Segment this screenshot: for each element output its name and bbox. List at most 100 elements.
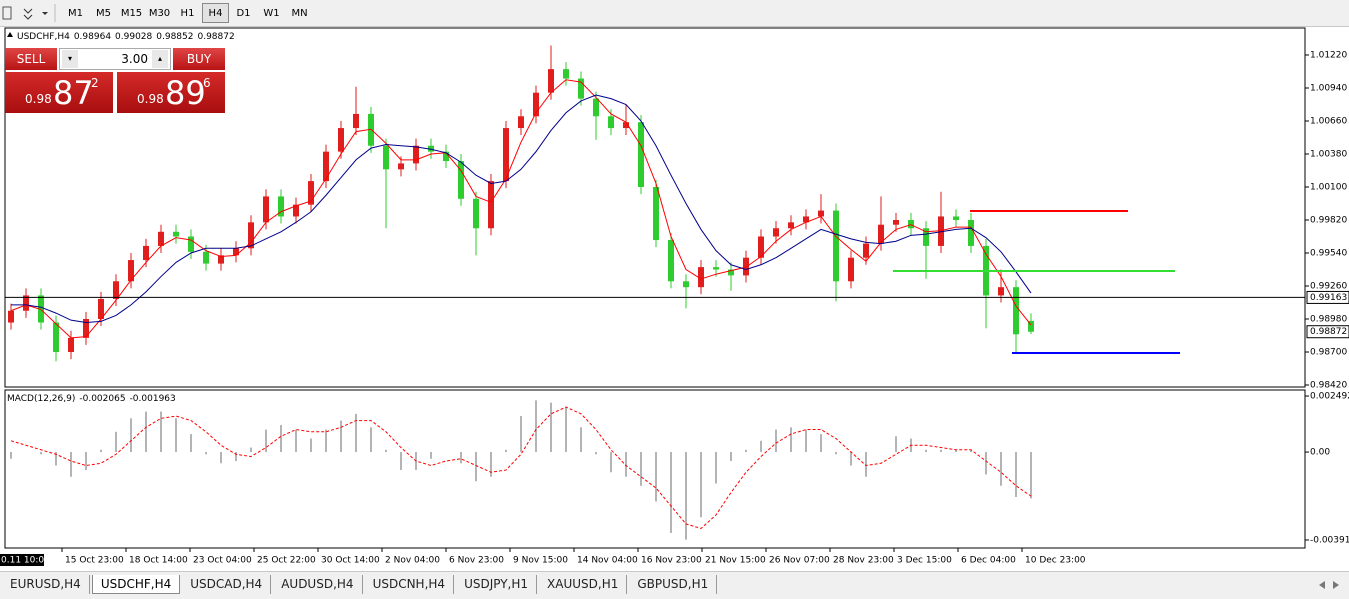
candle-body [1028,320,1034,332]
y-tick-label: 0.98980 [1310,314,1347,324]
candle-body [698,267,704,288]
symbol-arrow [7,32,13,37]
time-label: 18 Oct 14:00 [129,556,188,566]
price-label: 0.98872 [1310,327,1347,337]
time-label: 2 Nov 04:00 [385,556,440,566]
chart-tab[interactable]: AUDUSD,H4 [273,575,363,594]
candle-body [608,116,614,129]
candle-body [923,228,929,246]
lots-input[interactable]: ▾ 3.00 ▴ [59,48,171,70]
candle-body [398,163,404,170]
chart-tab[interactable]: EURUSD,H4 [2,575,90,594]
tab-scroll[interactable] [1309,572,1349,598]
timeframe-button[interactable]: M15 [120,8,143,19]
timeframe-button[interactable]: H4 [202,3,229,23]
candle-body [473,198,479,229]
y-tick-label: 1.00660 [1310,116,1347,126]
ohlc-value: 0.99028 [115,32,152,42]
candle-body [803,216,809,223]
candle-body [248,222,254,249]
candle-body [593,98,599,117]
candle-body [668,240,674,282]
time-label: 16 Nov 23:00 [641,556,702,566]
candle-body [863,243,869,258]
one-click-trading: SELL ▾ 3.00 ▴ BUY 0.98 87 2 0.98 89 6 [5,48,225,113]
y-tick-label: 0.99540 [1310,248,1347,258]
ohlc-value: 0.98872 [197,32,234,42]
timeframe-button[interactable]: H1 [180,8,195,19]
macd-value: -0.002065 [79,394,125,404]
chart-tabs: EURUSD,H4 USDCHF,H4 USDCAD,H4 AUDUSD,H4 USDC… [0,571,1349,599]
candle-body [428,145,434,152]
candle-body [728,269,734,276]
macd-y-tick-label: -0.003913 [1310,535,1349,545]
chart-tab[interactable]: XAUUSD,H1 [539,575,628,594]
sell-button[interactable]: SELL [5,48,57,70]
price-label-box [1306,290,1349,304]
candle-body [503,128,509,182]
chart-tab[interactable]: USDJPY,H1 [456,575,538,594]
candle-body [548,69,554,93]
candle-body [383,145,389,170]
candle-body [83,318,89,338]
toolbar-icons [2,4,56,22]
candle-body [38,295,44,323]
y-tick-label: 1.00940 [1310,83,1347,93]
moving-average [11,94,1032,324]
candle-body [953,216,959,220]
candle-body [848,257,854,282]
candle-body [833,210,839,282]
big-figure: 0.98 [137,92,164,106]
chart-tab[interactable]: GBPUSD,H1 [629,575,718,594]
time-cursor-box [0,554,44,566]
price-label-box [1306,325,1349,339]
ohlc-value: 0.98964 [74,32,111,42]
time-label: 0.11 10:00 [1,556,50,566]
candle-body [98,298,104,319]
candle-body [773,228,779,237]
candle-body [878,224,884,244]
time-label: 10 Dec 23:00 [1025,556,1086,566]
y-tick-label: 0.98700 [1310,347,1347,357]
candle-body [518,116,524,129]
y-tick-label: 1.00100 [1310,182,1347,192]
candle-body [113,281,119,299]
candle-body [278,196,284,217]
chart-tab[interactable]: USDCNH,H4 [365,575,455,594]
spin-up[interactable]: ▴ [152,50,168,68]
macd-pane [4,389,1306,549]
buy-button[interactable]: BUY [173,48,225,70]
time-label: 6 Nov 23:00 [449,556,504,566]
timeframe-button[interactable]: D1 [236,8,251,19]
bid-quote[interactable]: 0.98 87 2 [5,72,113,113]
candle-body [998,287,1004,296]
timeframe-button[interactable]: MN [291,8,308,19]
chart-tab[interactable]: USDCHF,H4 [91,575,181,594]
candle-body [758,236,764,258]
fraction: 2 [91,76,99,90]
time-label: 25 Oct 22:00 [257,556,316,566]
timeframe-button[interactable]: M5 [96,8,111,19]
macd-y-tick-label: 0.002492 [1310,392,1349,402]
timeframe-button[interactable]: W1 [263,8,280,19]
timeframe-button[interactable]: M1 [68,8,83,19]
candle-body [308,181,314,205]
candle-body [458,161,464,199]
candle-body [128,260,134,282]
candle-body [713,267,719,270]
fraction: 6 [203,76,211,90]
timeframe-button[interactable]: M30 [148,8,171,19]
candle-body [623,122,629,129]
chart-tab[interactable]: USDCAD,H4 [182,575,272,594]
spin-down[interactable]: ▾ [62,50,78,68]
candle-body [293,204,299,217]
price-label: 0.99163 [1310,293,1347,303]
candle-body [353,113,359,129]
candle-body [218,255,224,264]
candle-body [413,145,419,164]
candle-body [1013,287,1019,335]
ask-quote[interactable]: 0.98 89 6 [117,72,225,113]
pips: 89 [165,74,206,112]
candle-body [578,78,584,99]
candle-body [143,245,149,261]
